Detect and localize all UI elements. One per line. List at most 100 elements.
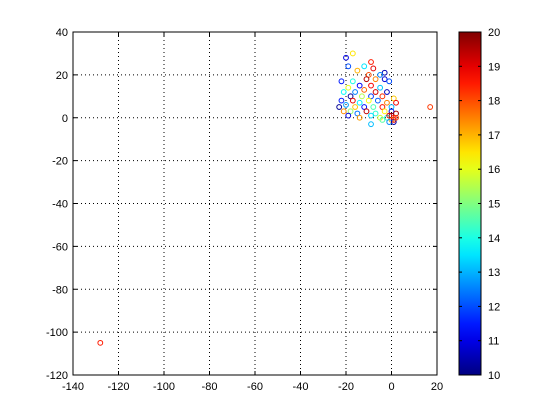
data-point (379, 104, 386, 110)
data-point (370, 65, 377, 72)
data-point (363, 76, 370, 83)
data-point (377, 84, 384, 91)
data-point (381, 108, 388, 115)
data-point (347, 93, 354, 100)
data-point (386, 78, 393, 85)
x-axis-tick-labels: -140 -120 -100 -80 -60 -40 -20 0 20 (62, 381, 443, 393)
data-point (352, 104, 359, 110)
data-point (377, 71, 384, 78)
data-point (390, 95, 397, 102)
colorbar-tick-label: 15 (488, 199, 500, 211)
x-tick-label: 20 (431, 381, 443, 393)
data-point (361, 86, 368, 93)
colorbar-tick-label: 12 (488, 301, 500, 313)
data-point (345, 63, 352, 70)
data-point (345, 112, 352, 119)
data-point (365, 71, 372, 78)
colorbar-tick-label: 19 (488, 61, 500, 73)
x-tick-label: -60 (247, 381, 263, 393)
data-point (340, 108, 347, 115)
data-point (381, 69, 388, 76)
data-point (427, 104, 434, 110)
data-point (343, 54, 349, 61)
colorbar-tick-label: 14 (488, 233, 500, 245)
colorbar-tick-label: 20 (488, 27, 500, 39)
data-point (336, 104, 343, 110)
data-point (374, 97, 381, 104)
data-point (368, 82, 374, 89)
data-point (379, 93, 386, 100)
data-point (349, 50, 356, 57)
data-point (354, 67, 361, 74)
data-point (368, 93, 374, 100)
x-tick-label: -140 (62, 381, 84, 393)
data-point (361, 104, 368, 110)
data-point (363, 108, 370, 115)
data-points (97, 50, 434, 346)
y-tick-label: -40 (52, 199, 68, 211)
colorbar (458, 31, 482, 376)
data-point (372, 89, 379, 95)
colorbar-tick-label: 18 (488, 96, 500, 108)
data-point (97, 339, 104, 346)
data-point (345, 84, 352, 91)
y-tick-label: 20 (56, 70, 68, 82)
axis-ticks (72, 31, 438, 376)
y-tick-label: -60 (52, 241, 68, 253)
data-point (361, 63, 368, 70)
y-tick-label: -120 (46, 370, 68, 382)
data-point (370, 104, 377, 110)
data-point (386, 112, 393, 119)
data-point (349, 97, 356, 104)
data-point (340, 89, 347, 95)
x-tick-label: 0 (388, 381, 394, 393)
plot-frame (72, 31, 438, 376)
data-point (356, 114, 363, 121)
data-point (388, 108, 395, 115)
y-tick-label: -20 (52, 156, 68, 168)
x-tick-label: -100 (153, 381, 175, 393)
data-point (368, 112, 374, 119)
data-point (338, 78, 345, 85)
data-point (356, 99, 363, 106)
x-tick-label: -20 (338, 381, 354, 393)
data-point (393, 99, 399, 106)
colorbar-tick-label: 10 (488, 370, 500, 382)
data-point (338, 97, 345, 104)
data-point (343, 101, 349, 108)
data-point (379, 116, 386, 123)
y-tick-label: -100 (46, 327, 68, 339)
colorbar-ticks (459, 31, 481, 376)
data-point (390, 119, 397, 125)
data-point (365, 97, 372, 104)
y-axis-tick-labels: -120 -100 -80 -60 -40 -20 0 20 40 (46, 27, 68, 382)
x-tick-label: -120 (107, 381, 129, 393)
data-point (352, 89, 359, 95)
data-point (368, 59, 374, 65)
colorbar-tick-labels: 10 11 12 13 14 15 16 17 18 19 20 (488, 27, 500, 382)
data-point (349, 78, 356, 85)
y-tick-label: 0 (62, 113, 68, 125)
data-point (368, 121, 374, 128)
data-point (372, 110, 379, 117)
grid-lines (73, 32, 437, 375)
data-point (384, 99, 390, 106)
data-point (381, 76, 388, 83)
data-point (347, 108, 354, 115)
data-point (354, 110, 361, 117)
x-tick-label: -80 (202, 381, 218, 393)
data-point (359, 93, 365, 100)
data-point (393, 110, 399, 117)
data-point (393, 114, 399, 121)
colorbar-tick-label: 16 (488, 164, 500, 176)
colorbar-tick-label: 11 (488, 336, 499, 348)
colorbar-tick-label: 17 (488, 130, 500, 142)
y-tick-label: 40 (56, 27, 68, 39)
data-point (388, 104, 395, 110)
x-tick-label: -40 (293, 381, 309, 393)
data-point (384, 89, 390, 95)
data-point (372, 76, 379, 83)
y-tick-label: -80 (52, 284, 68, 296)
colorbar-tick-label: 13 (488, 267, 500, 279)
